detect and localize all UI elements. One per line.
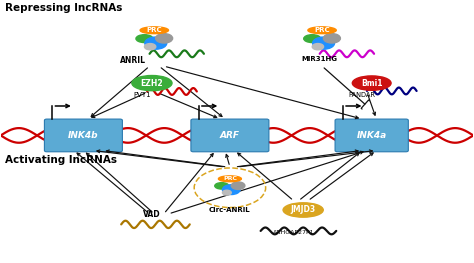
Circle shape bbox=[145, 37, 167, 49]
Circle shape bbox=[222, 185, 240, 195]
Text: PRC: PRC bbox=[146, 27, 162, 33]
Text: ANRIL: ANRIL bbox=[120, 56, 146, 65]
Ellipse shape bbox=[352, 76, 391, 90]
Circle shape bbox=[231, 182, 245, 189]
Text: JMJD3: JMJD3 bbox=[291, 205, 316, 215]
Ellipse shape bbox=[304, 35, 321, 43]
FancyBboxPatch shape bbox=[335, 119, 408, 152]
Ellipse shape bbox=[215, 183, 229, 189]
Text: EZH2: EZH2 bbox=[141, 79, 163, 88]
Ellipse shape bbox=[132, 75, 172, 91]
Ellipse shape bbox=[219, 176, 241, 182]
Text: INK4a: INK4a bbox=[356, 131, 387, 140]
Text: Activating lncRNAs: Activating lncRNAs bbox=[5, 155, 118, 165]
Ellipse shape bbox=[283, 203, 323, 217]
Ellipse shape bbox=[136, 35, 153, 43]
Circle shape bbox=[145, 44, 156, 50]
Circle shape bbox=[155, 34, 173, 43]
FancyBboxPatch shape bbox=[191, 119, 269, 152]
Text: Circ-ANRIL: Circ-ANRIL bbox=[209, 207, 251, 213]
Text: Repressing lncRNAs: Repressing lncRNAs bbox=[5, 3, 123, 13]
Text: PANDAR: PANDAR bbox=[349, 92, 376, 98]
FancyBboxPatch shape bbox=[45, 119, 122, 152]
Text: INK4b: INK4b bbox=[68, 131, 99, 140]
Text: ARHGAP27P1: ARHGAP27P1 bbox=[273, 230, 314, 235]
Text: MIR31HG: MIR31HG bbox=[302, 57, 337, 62]
Text: PVT1: PVT1 bbox=[134, 92, 151, 98]
Circle shape bbox=[222, 190, 231, 195]
Text: PRC: PRC bbox=[223, 176, 237, 181]
Circle shape bbox=[312, 44, 324, 50]
Text: PRC: PRC bbox=[314, 27, 330, 33]
Text: Bmi1: Bmi1 bbox=[361, 79, 383, 88]
Ellipse shape bbox=[308, 27, 336, 34]
Text: VAD: VAD bbox=[143, 210, 161, 219]
Text: ARF: ARF bbox=[220, 131, 240, 140]
Circle shape bbox=[323, 34, 340, 43]
Ellipse shape bbox=[140, 27, 168, 34]
Circle shape bbox=[313, 37, 335, 49]
